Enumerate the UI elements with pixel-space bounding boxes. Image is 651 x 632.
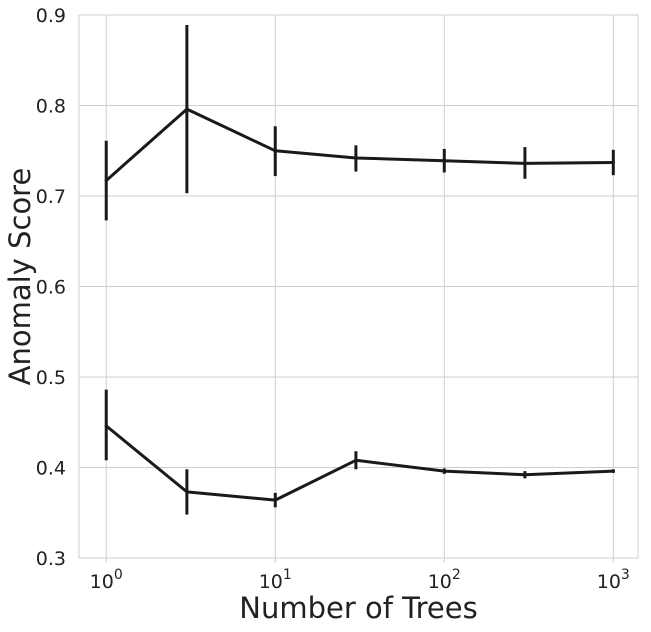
- x-tick-exponent: 0: [114, 567, 123, 583]
- y-tick-label: 0.8: [36, 96, 66, 118]
- x-axis-title: Number of Trees: [239, 591, 477, 625]
- series-upper: [104, 24, 615, 221]
- y-tick-label: 0.3: [36, 548, 66, 570]
- data-point: [442, 469, 446, 473]
- x-tick-base: 10: [597, 571, 621, 593]
- series-lower: [104, 389, 615, 515]
- data-point: [611, 469, 615, 473]
- x-tick-exponent: 3: [621, 567, 630, 583]
- data-point: [523, 473, 527, 477]
- data-point: [273, 498, 277, 502]
- series-line-upper: [104, 107, 615, 183]
- series: [104, 24, 615, 515]
- data-point: [611, 161, 615, 165]
- x-tick-base: 10: [90, 571, 114, 593]
- x-tick-base: 10: [259, 571, 283, 593]
- data-point: [104, 424, 108, 428]
- y-tick-labels: 0.3 0.4 0.5 0.6 0.7 0.8 0.9: [36, 5, 66, 570]
- data-point: [354, 156, 358, 160]
- x-tick-base: 10: [428, 571, 452, 593]
- y-tick-label: 0.5: [36, 367, 66, 389]
- x-tick-exponent: 1: [283, 567, 292, 583]
- x-tick-label: 101: [259, 567, 292, 593]
- series-line-lower: [104, 424, 615, 502]
- y-tick-label: 0.4: [36, 458, 66, 480]
- y-axis-title: Anomaly Score: [3, 168, 37, 386]
- x-tick-label: 100: [90, 567, 123, 593]
- data-point: [185, 107, 189, 111]
- data-point: [104, 179, 108, 183]
- x-tick-labels: 100 101 102 103: [90, 567, 630, 593]
- y-tick-label: 0.6: [36, 277, 66, 299]
- x-tick-exponent: 2: [452, 567, 461, 583]
- data-point: [354, 458, 358, 462]
- data-point: [185, 490, 189, 494]
- plot-frame: [78, 14, 639, 559]
- x-tick-label: 103: [597, 567, 630, 593]
- x-tick-label: 102: [428, 567, 461, 593]
- y-tick-label: 0.7: [36, 186, 66, 208]
- data-point: [273, 149, 277, 153]
- data-point: [442, 159, 446, 163]
- grid: [79, 14, 638, 563]
- data-point: [523, 161, 527, 165]
- y-tick-label: 0.9: [36, 5, 66, 27]
